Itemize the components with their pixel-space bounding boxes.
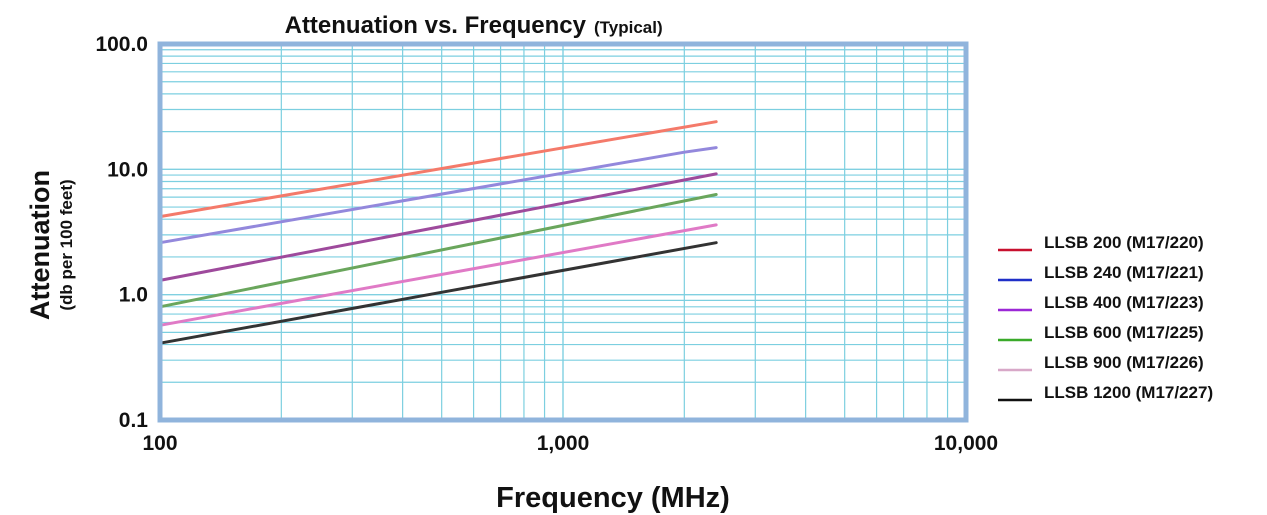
x-tick-label: 1,000 <box>537 432 590 455</box>
x-tick-labels: 100 1,000 10,000 <box>142 432 998 455</box>
x-axis-label: Frequency (MHz) <box>496 482 730 514</box>
plot-frame <box>157 41 969 423</box>
legend-label: LLSB 900 (M17/226) <box>1044 353 1204 372</box>
legend-label: LLSB 600 (M17/225) <box>1044 323 1204 342</box>
y-axis-sublabel: (db per 100 feet) <box>57 179 76 310</box>
x-tick-label: 10,000 <box>934 432 998 455</box>
series-line <box>158 241 718 345</box>
y-axis-label: Attenuation <box>25 170 55 320</box>
legend-label: LLSB 400 (M17/223) <box>1044 293 1204 312</box>
series-line <box>158 172 718 282</box>
series-line <box>158 193 718 309</box>
grid <box>160 44 966 420</box>
y-tick-labels: 0.1 1.0 10.0 100.0 <box>95 33 148 432</box>
series-line <box>158 223 718 327</box>
y-tick-label: 100.0 <box>95 33 148 56</box>
series-line <box>158 146 718 245</box>
chart-subtitle: (Typical) <box>594 18 663 37</box>
legend-label: LLSB 200 (M17/220) <box>1044 233 1204 252</box>
legend-label: LLSB 240 (M17/221) <box>1044 263 1204 282</box>
series-line <box>158 120 718 219</box>
chart-title: Attenuation vs. Frequency <box>285 12 587 39</box>
y-tick-label: 1.0 <box>119 284 148 307</box>
series-lines <box>158 120 718 345</box>
legend-label: LLSB 1200 (M17/227) <box>1044 383 1213 402</box>
y-tick-label: 0.1 <box>119 409 149 432</box>
y-tick-label: 10.0 <box>107 158 148 181</box>
legend: LLSB 200 (M17/220) LLSB 240 (M17/221) LLSB… <box>998 233 1213 402</box>
x-tick-label: 100 <box>142 432 177 455</box>
